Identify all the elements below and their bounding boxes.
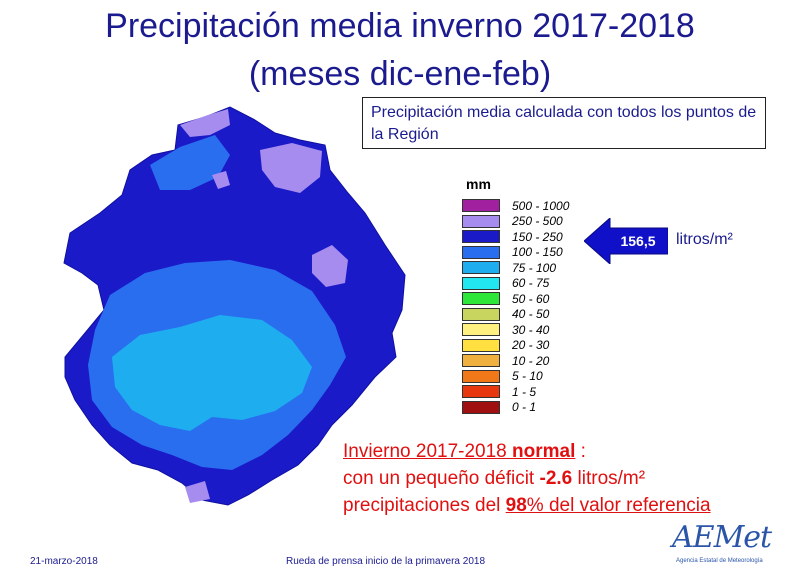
aemet-logo: AEMet Agencia Estatal de Meteorología bbox=[664, 520, 784, 568]
legend-swatch bbox=[462, 199, 500, 213]
summary-line-3-prefix: precipitaciones del bbox=[343, 495, 506, 516]
precipitation-map bbox=[63, 106, 406, 506]
legend-swatch bbox=[462, 245, 500, 259]
legend-item: 150 - 250 bbox=[462, 229, 569, 245]
legend-item: 60 - 75 bbox=[462, 276, 569, 292]
legend-swatch bbox=[462, 292, 500, 306]
legend-swatch bbox=[462, 230, 500, 244]
legend-swatch bbox=[462, 400, 500, 414]
legend-swatch bbox=[462, 307, 500, 321]
legend-item: 250 - 500 bbox=[462, 214, 569, 230]
legend-label: 20 - 30 bbox=[512, 338, 550, 353]
legend-swatch bbox=[462, 354, 500, 368]
legend-item: 50 - 60 bbox=[462, 291, 569, 307]
footer-date: 21-marzo-2018 bbox=[30, 556, 98, 567]
title-line-2: (meses dic-ene-feb) bbox=[248, 55, 552, 93]
legend-swatch bbox=[462, 214, 500, 228]
legend-unit: mm bbox=[466, 176, 491, 192]
map-region-250-500-south bbox=[185, 481, 210, 503]
legend-item: 0 - 1 bbox=[462, 400, 569, 416]
legend-label: 250 - 500 bbox=[512, 214, 563, 229]
summary-line-1-suffix: : bbox=[575, 441, 586, 462]
legend-item: 10 - 20 bbox=[462, 353, 569, 369]
summary-line-3-bold: 98 bbox=[505, 495, 527, 516]
summary-line-3-suffix: % del valor referencia bbox=[526, 495, 711, 516]
summary-line-2-prefix: con un pequeño déficit bbox=[343, 468, 540, 489]
legend-label: 60 - 75 bbox=[512, 276, 550, 291]
legend-swatch bbox=[462, 369, 500, 383]
legend-label: 40 - 50 bbox=[512, 307, 550, 322]
summary: Invierno 2017-2018 normal : con un peque… bbox=[343, 438, 711, 519]
legend-item: 100 - 150 bbox=[462, 245, 569, 261]
legend-item: 1 - 5 bbox=[462, 384, 569, 400]
legend-swatch bbox=[462, 276, 500, 290]
map-region-75-100 bbox=[112, 315, 312, 431]
legend-item: 75 - 100 bbox=[462, 260, 569, 276]
legend-label: 100 - 150 bbox=[512, 245, 563, 260]
legend-label: 50 - 60 bbox=[512, 291, 550, 306]
pointer-value: 156,5 bbox=[620, 233, 656, 249]
info-box: Precipitación media calculada con todos … bbox=[362, 97, 766, 149]
legend-label: 0 - 1 bbox=[512, 400, 537, 415]
legend-item: 40 - 50 bbox=[462, 307, 569, 323]
pointer-arrow-icon bbox=[584, 218, 668, 264]
legend-label: 30 - 40 bbox=[512, 322, 550, 337]
logo-word: AEMet bbox=[672, 520, 772, 555]
map-region-250-500-northwest bbox=[180, 109, 230, 137]
legend: mm 500 - 1000 250 - 500 150 - 250 100 - 150… bbox=[462, 176, 569, 415]
value-pointer: 156,5 bbox=[584, 218, 668, 264]
legend-item: 30 - 40 bbox=[462, 322, 569, 338]
footer-event: Rueda de prensa inicio de la primavera 2… bbox=[286, 556, 486, 567]
summary-line-2: con un pequeño déficit -2.6 litros/m² bbox=[343, 465, 711, 492]
summary-line-1: Invierno 2017-2018 normal : bbox=[343, 438, 711, 465]
legend-item: 5 - 10 bbox=[462, 369, 569, 385]
summary-line-3: precipitaciones del 98% del valor refere… bbox=[343, 492, 711, 519]
legend-swatch bbox=[462, 323, 500, 337]
legend-swatch bbox=[462, 261, 500, 275]
legend-label: 1 - 5 bbox=[512, 384, 537, 399]
pointer-unit: litros/m² bbox=[676, 231, 733, 248]
title-line-1: Precipitación media inverno 2017-2018 bbox=[105, 7, 695, 45]
map-region-250-500-north bbox=[260, 143, 322, 193]
legend-label: 10 - 20 bbox=[512, 353, 550, 368]
map-region-100-150-north bbox=[150, 135, 230, 190]
summary-line-2-bold: -2.6 bbox=[539, 468, 573, 489]
summary-line-1-bold: normal bbox=[512, 441, 576, 462]
logo-subtitle: Agencia Estatal de Meteorología bbox=[676, 558, 763, 564]
legend-label: 5 - 10 bbox=[512, 369, 543, 384]
legend-label: 150 - 250 bbox=[512, 229, 563, 244]
legend-label: 500 - 1000 bbox=[512, 198, 570, 213]
legend-label: 75 - 100 bbox=[512, 260, 557, 275]
page-title: Precipitación media inverno 2017-2018 (m… bbox=[0, 4, 800, 96]
legend-item: 500 - 1000 bbox=[462, 198, 569, 214]
map-region-250-500-centre bbox=[212, 171, 230, 189]
summary-line-1-prefix: Invierno 2017-2018 bbox=[343, 441, 513, 462]
summary-line-2-suffix: litros/m² bbox=[572, 468, 646, 489]
legend-item: 20 - 30 bbox=[462, 338, 569, 354]
map-region-250-500-east bbox=[312, 245, 348, 287]
legend-swatch bbox=[462, 385, 500, 399]
legend-swatch bbox=[462, 338, 500, 352]
legend-rows: 500 - 1000 250 - 500 150 - 250 100 - 150 75 … bbox=[462, 198, 569, 415]
